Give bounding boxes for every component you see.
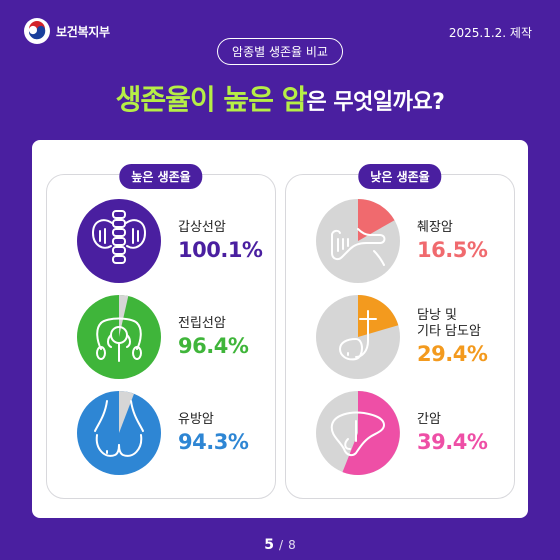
- cancer-name: 갑상선암: [178, 219, 226, 235]
- prostate-icon: [77, 294, 161, 379]
- cancer-name-line-2: 기타 담도암: [417, 324, 481, 339]
- cancer-item-prostate: 전립선암 96.4%: [47, 294, 275, 379]
- current-page: 5: [264, 537, 274, 553]
- org-name: 보건복지부: [56, 24, 110, 39]
- headline-highlight: 생존율이 높은 암: [115, 83, 308, 116]
- page-separator: /: [279, 538, 284, 552]
- cancer-name: 유방암: [178, 411, 214, 427]
- high-survival-label: 높은 생존율: [119, 164, 203, 189]
- survival-rate: 100.1%: [178, 238, 263, 263]
- headline: 생존율이 높은 암은 무엇일까요?: [0, 78, 560, 118]
- cancer-item-thyroid: 갑상선암 100.1%: [47, 199, 275, 283]
- survival-rate: 16.5%: [417, 238, 488, 263]
- cancer-name-line-1: 담낭 및: [417, 307, 458, 323]
- taegeuk-emblem-icon: [24, 18, 50, 44]
- cancer-item-pancreas: 췌장암 16.5%: [286, 199, 514, 283]
- ministry-logo: 보건복지부: [24, 18, 110, 44]
- content-card: 높은 생존율: [32, 140, 528, 518]
- survival-rate: 96.4%: [178, 334, 249, 359]
- cancer-item-breast: 유방암 94.3%: [47, 391, 275, 475]
- cancer-name: 췌장암: [417, 219, 453, 235]
- gallbladder-icon: [316, 295, 400, 379]
- cancer-name: 간암: [417, 411, 441, 427]
- page-indicator: 5 / 8: [0, 534, 560, 553]
- pancreas-icon: [316, 199, 400, 283]
- cancer-name: 전립선암: [178, 315, 226, 331]
- thyroid-icon: [77, 199, 161, 283]
- breast-icon: [77, 391, 161, 475]
- cancer-item-gallbladder: 담낭 및 기타 담도암 29.4%: [286, 295, 514, 379]
- total-pages: 8: [288, 538, 296, 552]
- survival-rate: 94.3%: [178, 430, 249, 455]
- low-survival-label: 낮은 생존율: [358, 164, 442, 189]
- cancer-item-liver: 간암 39.4%: [286, 391, 514, 475]
- survival-rate: 29.4%: [417, 342, 488, 367]
- topic-pill: 암종별 생존율 비교: [217, 38, 343, 65]
- liver-icon: [316, 391, 400, 475]
- publish-date: 2025.1.2. 제작: [448, 26, 532, 40]
- low-survival-group: 낮은 생존율 췌장암 16.5%: [285, 164, 515, 499]
- high-survival-group: 높은 생존율: [46, 164, 276, 499]
- survival-rate: 39.4%: [417, 430, 488, 455]
- headline-rest: 은 무엇일까요?: [306, 90, 445, 115]
